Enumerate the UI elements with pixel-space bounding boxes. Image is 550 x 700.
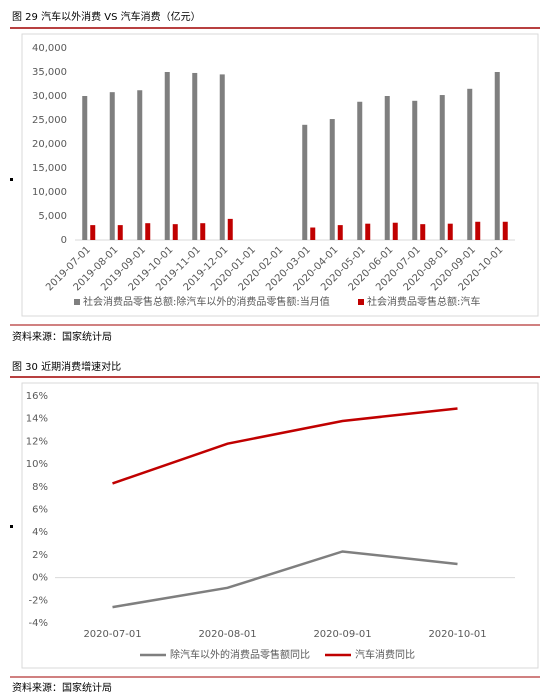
x-tick-label: 2020-10-01 [428, 629, 486, 640]
bullet [10, 525, 13, 528]
x-tick-label: 2020-07-01 [83, 629, 141, 640]
bar [475, 221, 481, 240]
x-tick-label: 2020-09-01 [313, 629, 371, 640]
legend-label: 除汽车以外的消费品零售额同比 [170, 648, 310, 661]
y-tick-label: 25,000 [32, 115, 67, 126]
x-tick-label: 2020-08-01 [198, 629, 256, 640]
legend-swatch [74, 299, 80, 305]
y-tick-label: 6% [32, 505, 48, 516]
caption: 图 30 近期消费增速对比 [12, 360, 121, 373]
legend-label: 社会消费品零售总额:汽车 [367, 295, 480, 308]
bar [192, 72, 198, 241]
source: 资料来源：国家统计局 [12, 681, 112, 694]
legend-swatch [358, 299, 364, 305]
bar [494, 72, 500, 240]
bar [467, 88, 473, 240]
y-tick-label: 2% [32, 550, 48, 561]
bar [384, 96, 390, 240]
bar [502, 221, 508, 240]
y-tick-label: 5,000 [38, 211, 67, 222]
bar [145, 223, 151, 240]
chart-frame [21, 33, 539, 317]
bar [302, 124, 308, 240]
bar [329, 119, 335, 240]
y-tick-label: 35,000 [32, 67, 67, 78]
bar [310, 227, 316, 240]
bar [439, 95, 445, 240]
bar [90, 225, 96, 240]
bar [82, 96, 88, 240]
bar [227, 218, 233, 240]
bar [337, 225, 343, 240]
y-tick-label: 14% [26, 414, 48, 425]
y-tick-label: 30,000 [32, 91, 67, 102]
chart-frame [21, 382, 539, 669]
y-tick-label: 40,000 [32, 43, 67, 54]
bar [447, 223, 453, 240]
y-tick-label: 0% [32, 573, 48, 584]
bar [137, 90, 143, 241]
y-tick-label: 12% [26, 436, 48, 447]
y-tick-label: 10,000 [32, 187, 67, 198]
bar [117, 225, 123, 240]
caption: 图 29 汽车以外消费 VS 汽车消费（亿元） [12, 10, 201, 23]
bar [420, 224, 426, 240]
legend-label: 汽车消费同比 [355, 648, 415, 661]
bar [109, 92, 115, 240]
bar [164, 72, 170, 240]
y-tick-label: 16% [26, 391, 48, 402]
y-tick-label: -4% [29, 618, 48, 629]
bar [412, 100, 418, 240]
y-tick-label: 4% [32, 527, 48, 538]
line [112, 407, 458, 485]
y-tick-label: -2% [29, 595, 48, 606]
bar [392, 222, 398, 240]
bullet [10, 178, 13, 181]
bar [172, 224, 178, 240]
y-tick-label: 20,000 [32, 139, 67, 150]
line [112, 550, 458, 609]
bar [365, 223, 371, 240]
y-tick-label: 0 [61, 235, 67, 246]
y-tick-label: 10% [26, 459, 48, 470]
source: 资料来源：国家统计局 [12, 330, 112, 343]
y-tick-label: 15,000 [32, 163, 67, 174]
bar [357, 101, 363, 240]
y-tick-label: 8% [32, 482, 48, 493]
bar [200, 223, 206, 240]
bar [219, 74, 225, 241]
legend-label: 社会消费品零售总额:除汽车以外的消费品零售额:当月值 [83, 295, 330, 308]
